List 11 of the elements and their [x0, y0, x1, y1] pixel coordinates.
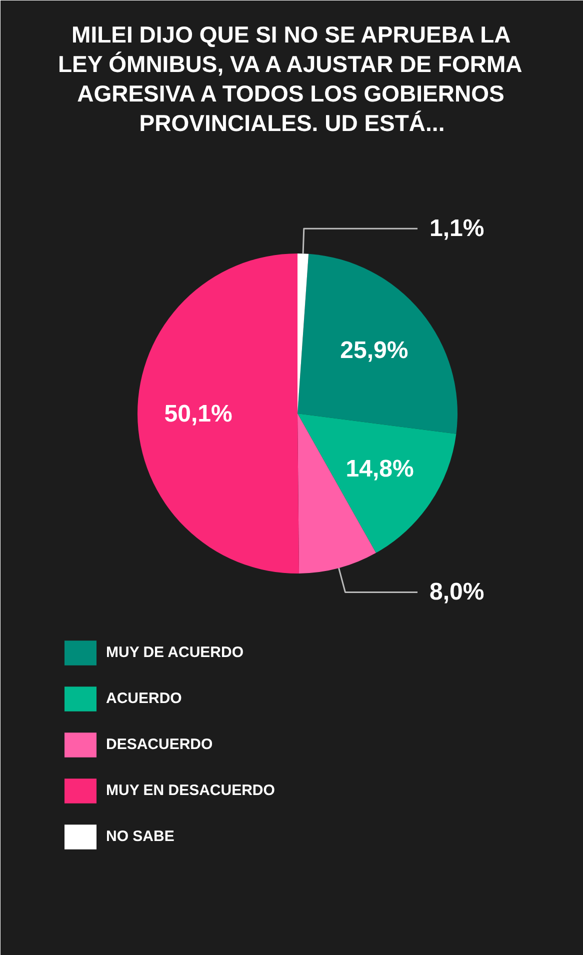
data-label: 25,9% — [340, 337, 408, 364]
legend-label: MUY DE ACUERDO — [106, 643, 244, 663]
data-label: 1,1% — [430, 215, 484, 242]
legend-label: NO SABE — [106, 827, 174, 847]
data-label: 8,0% — [430, 578, 484, 606]
legend-label: ACUERDO — [106, 689, 182, 709]
legend-label: MUY EN DESACUERDO — [106, 781, 275, 801]
legend-label: DESACUERDO — [106, 735, 213, 755]
data-label: 50,1% — [164, 400, 232, 428]
chart-title: MILEI DIJO QUE SI NO SE APRUEBA LA LEY ÓMNIBUS, VA A AJUSTAR DE FORMA AGRESIVA A TODOS LOS GOBIERNOS PROVINCIALES. UD ESTÁ... — [58, 22, 522, 136]
data-label: 14,8% — [346, 455, 414, 482]
